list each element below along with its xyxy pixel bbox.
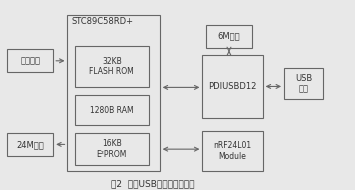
- FancyBboxPatch shape: [7, 49, 53, 72]
- FancyBboxPatch shape: [67, 15, 160, 171]
- FancyBboxPatch shape: [75, 95, 149, 125]
- Text: 16KB
E²PROM: 16KB E²PROM: [97, 139, 127, 159]
- Text: 复位电路: 复位电路: [20, 56, 40, 65]
- FancyBboxPatch shape: [75, 133, 149, 165]
- Text: 图2  无线USB控制器实现方案: 图2 无线USB控制器实现方案: [111, 179, 195, 188]
- FancyBboxPatch shape: [202, 131, 263, 171]
- FancyBboxPatch shape: [202, 55, 263, 118]
- Text: 24M晶振: 24M晶振: [16, 140, 44, 149]
- Text: 32KB
FLASH ROM: 32KB FLASH ROM: [89, 57, 134, 76]
- FancyBboxPatch shape: [206, 25, 252, 48]
- Text: nRF24L01
Module: nRF24L01 Module: [213, 141, 252, 161]
- Text: 1280B RAM: 1280B RAM: [90, 106, 133, 115]
- FancyBboxPatch shape: [284, 68, 323, 99]
- Text: 6M晶振: 6M晶振: [218, 32, 240, 41]
- FancyBboxPatch shape: [75, 46, 149, 87]
- Text: PDIUSBD12: PDIUSBD12: [208, 82, 257, 91]
- Text: USB
接口: USB 接口: [295, 74, 312, 93]
- Text: STC89C58RD+: STC89C58RD+: [71, 17, 133, 26]
- FancyBboxPatch shape: [7, 133, 53, 156]
